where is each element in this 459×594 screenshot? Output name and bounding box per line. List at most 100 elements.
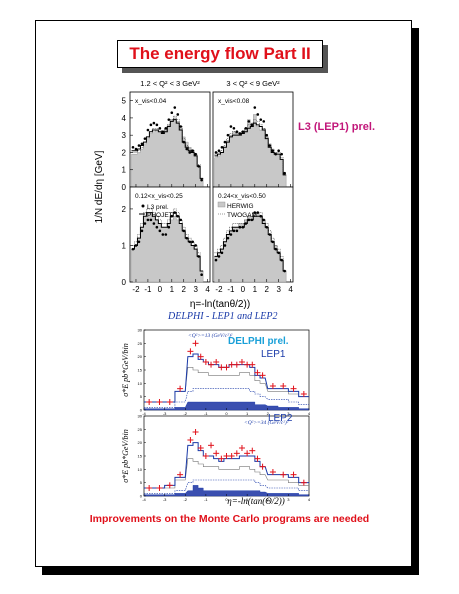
- data-point-l3: [185, 236, 189, 240]
- data-point-l3: [241, 225, 245, 229]
- x-tick-label: -4: [142, 411, 146, 416]
- y-tick-label: 0: [122, 183, 127, 192]
- data-point-l3: [158, 126, 162, 130]
- data-point-l3: [194, 152, 197, 156]
- x-tick-label: 1: [246, 411, 249, 416]
- data-point-l3: [244, 126, 248, 130]
- panel-cut-label: 0.24<x_vis<0.50: [218, 193, 266, 200]
- series-mc2: [144, 367, 309, 403]
- data-point-l3: [131, 247, 135, 251]
- y-tick-label: 15: [138, 454, 143, 459]
- y-tick-label: 20: [138, 354, 143, 359]
- series-mc3: [144, 388, 309, 408]
- delphi-y-axis-label: σ*E pb*GeV/bin: [121, 429, 130, 483]
- x-tick-label: 1: [253, 285, 258, 294]
- l3-x-axis-label: η=-ln(tanθ/2)): [190, 299, 250, 310]
- x-tick-label: -2: [183, 497, 187, 502]
- x-tick-label: -1: [144, 285, 152, 294]
- data-point-l3: [185, 147, 189, 151]
- data-point-l3: [271, 149, 275, 153]
- x-tick-label: 4: [205, 285, 210, 294]
- data-point-l3: [134, 244, 138, 247]
- data-point-l3: [179, 218, 183, 222]
- footer-conclusion: Improvements on the Monte Carlo programs…: [89, 513, 370, 525]
- y-tick-label: 25: [138, 341, 143, 346]
- data-point-l3: [229, 233, 233, 236]
- delphi-lep1-label: LEP1: [261, 349, 286, 360]
- data-point-l3: [274, 152, 277, 156]
- y-tick-label: 0: [122, 278, 127, 287]
- slide-title: The energy flow Part II: [117, 40, 323, 68]
- x-tick-label: -2: [183, 411, 187, 416]
- data-point-l3: [164, 126, 168, 130]
- series-phojet: [131, 119, 204, 179]
- data-point-l3: [238, 225, 242, 229]
- data-point-l3: [200, 178, 203, 182]
- data-point-l3: [256, 113, 260, 116]
- x-tick-label: -2: [215, 285, 223, 294]
- y-tick-label: 0: [140, 494, 143, 499]
- data-point-l3: [217, 255, 221, 258]
- delphi-q2-lep2: <Q²>=34 (GeV/c²)²: [244, 419, 289, 426]
- data-point-l3: [137, 240, 141, 244]
- x-tick-label: 3: [287, 411, 290, 416]
- series-phojet: [131, 212, 204, 272]
- data-point-l3: [173, 106, 177, 109]
- delphi-x-axis-label: η=-ln(tan(Θ/2)): [227, 496, 285, 506]
- data-point-l3: [220, 145, 224, 149]
- data-point-l3: [250, 123, 254, 127]
- l3-panel-bottom_left: 012-2 -1 0 1 2 3 40.12<x_vis<0.25: [122, 186, 211, 294]
- y-tick-label: 5: [122, 97, 127, 106]
- data-point-l3: [143, 222, 147, 225]
- y-tick-label: 25: [138, 427, 143, 432]
- data-point-l3: [241, 130, 245, 134]
- data-point-l3: [197, 164, 200, 168]
- data-point-l3: [161, 130, 165, 134]
- data-point-l3: [158, 229, 162, 233]
- data-point-l3: [167, 225, 171, 229]
- data-point-l3: [280, 258, 283, 262]
- x-tick-label: 4: [288, 285, 293, 294]
- y-tick-label: 0: [140, 408, 143, 413]
- data-point-l3: [223, 140, 227, 144]
- y-tick-label: 2: [122, 148, 127, 157]
- series-mc3: [144, 479, 309, 494]
- x-tick-label: 2: [182, 285, 187, 294]
- panel-cut-label: x_vis<0.08: [218, 98, 250, 105]
- delphi-q2-lep1: <Q²>=13 (GeV/c²)²: [188, 332, 233, 339]
- data-point-l3: [223, 244, 227, 247]
- x-tick-label: 3: [287, 497, 290, 502]
- x-tick-label: 2: [267, 411, 270, 416]
- data-point-l3: [191, 149, 194, 153]
- series-mc4: [143, 485, 310, 497]
- data-point-l3: [170, 214, 174, 218]
- legend-herwig-marker: [217, 201, 226, 208]
- data-point-l3: [250, 218, 254, 222]
- x-tick-label: 1: [246, 497, 249, 502]
- data-point-l3: [226, 133, 230, 137]
- x-tick-label: -1: [204, 497, 208, 502]
- data-point-l3: [188, 240, 192, 244]
- data-point-l3: [155, 123, 159, 127]
- y-tick-label: 5: [140, 480, 143, 485]
- y-tick-label: 15: [138, 368, 143, 373]
- data-point-l3: [191, 240, 194, 244]
- series-mc1: [144, 442, 309, 489]
- data-point-l3: [164, 233, 168, 236]
- series-twogam: [131, 208, 204, 272]
- x-tick-label: 3: [276, 285, 281, 294]
- l3-legend: L3 prel.PHOJET HERWIG TWOGAM: [139, 201, 257, 219]
- data-point-l3: [176, 214, 180, 218]
- data-point-l3: [200, 273, 203, 276]
- y-tick-label: 10: [138, 381, 143, 386]
- data-point-l3: [259, 214, 263, 218]
- series-twogam: [131, 115, 204, 179]
- data-point-l3: [226, 236, 230, 240]
- data-point-l3: [155, 225, 159, 229]
- data-point-l3: [167, 118, 171, 121]
- data-point-l3: [182, 229, 186, 233]
- data-point-l3: [259, 118, 263, 121]
- data-point-l3: [140, 142, 144, 146]
